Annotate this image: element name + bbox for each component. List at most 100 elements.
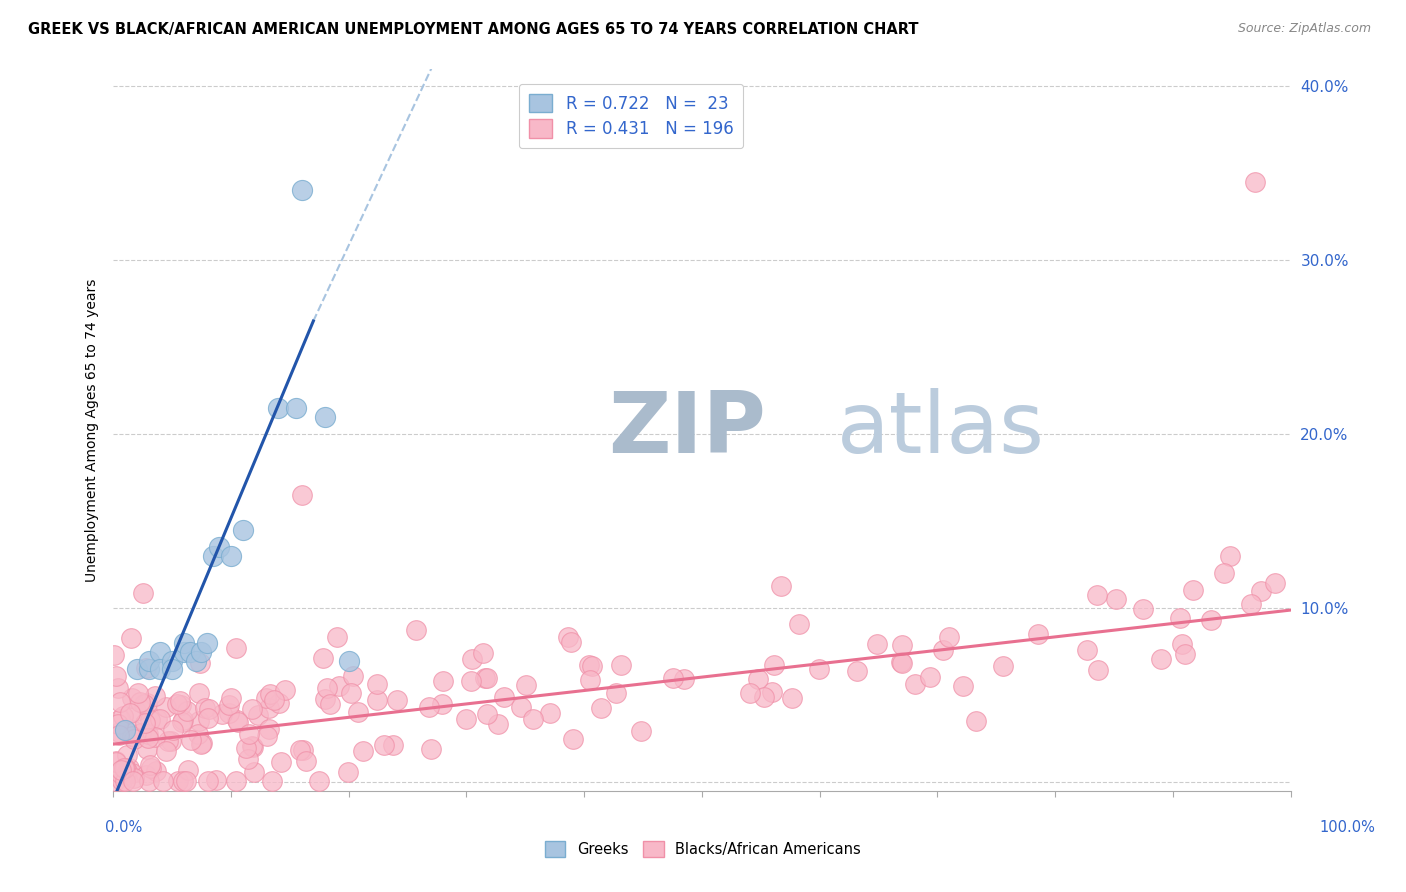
Point [290,743,312,757]
Point [242,739,264,754]
Point [1264,576,1286,591]
Point [166,773,188,788]
Point [630,723,652,738]
Point [197,773,219,788]
Point [337,654,360,668]
Point [135,767,157,781]
Point [173,636,195,650]
Point [952,679,974,693]
Point [382,738,405,752]
Point [846,665,869,679]
Point [136,731,159,746]
Point [262,773,284,788]
Point [107,681,129,695]
Point [328,679,350,693]
Point [197,711,219,725]
Point [342,669,364,683]
Point [226,714,249,728]
Point [522,712,544,726]
Point [1250,583,1272,598]
Point [460,673,482,688]
Point [1105,591,1128,606]
Point [143,730,166,744]
Point [111,708,134,723]
Point [145,764,167,778]
Point [257,722,280,736]
Point [138,726,160,740]
Point [184,654,207,668]
Point [1026,627,1049,641]
Point [672,672,695,686]
Point [932,643,955,657]
Point [605,686,627,700]
Point [172,714,194,729]
Point [780,691,803,706]
Point [136,697,159,711]
Point [474,671,496,685]
Point [104,755,127,769]
Point [456,712,478,726]
Point [352,744,374,758]
Point [122,731,145,746]
Point [891,656,914,670]
Point [143,689,166,703]
Point [118,706,141,720]
Point [103,648,125,663]
Point [135,661,157,675]
Point [787,617,810,632]
Point [538,706,561,721]
Point [1212,566,1234,581]
Point [920,670,942,684]
Point [149,662,172,676]
Point [152,773,174,788]
Point [291,743,314,757]
Point [139,713,162,727]
Point [890,638,912,652]
Point [146,712,169,726]
Point [477,706,499,721]
Point [560,635,582,649]
Point [1087,663,1109,677]
Point [1085,588,1108,602]
Point [110,764,132,778]
Point [232,523,254,537]
Point [187,727,209,741]
Point [609,658,631,673]
Point [347,705,370,719]
Point [179,645,201,659]
Point [290,183,312,197]
Point [385,693,408,707]
Y-axis label: Unemployment Among Ages 65 to 74 years: Unemployment Among Ages 65 to 74 years [86,278,100,582]
Point [254,690,277,705]
Point [110,695,132,709]
Point [1199,613,1222,627]
Point [174,773,197,788]
Legend: Greeks, Blacks/African Americans: Greeks, Blacks/African Americans [538,835,868,863]
Point [226,715,249,730]
Point [769,579,792,593]
Point [211,706,233,721]
Point [148,712,170,726]
Point [295,755,318,769]
Point [134,697,156,711]
Point [761,685,783,699]
Point [118,726,141,740]
Point [557,630,579,644]
Point [121,766,143,780]
Point [197,702,219,716]
Point [318,697,340,711]
Point [1149,652,1171,666]
Point [218,698,240,712]
Point [1182,582,1205,597]
Point [110,766,132,780]
Point [219,691,242,706]
Point [139,758,162,772]
Point [242,764,264,779]
Point [477,671,499,685]
Point [257,701,280,715]
Point [138,654,160,668]
Point [752,690,775,704]
Point [1132,602,1154,616]
Point [117,764,139,779]
Point [515,678,537,692]
